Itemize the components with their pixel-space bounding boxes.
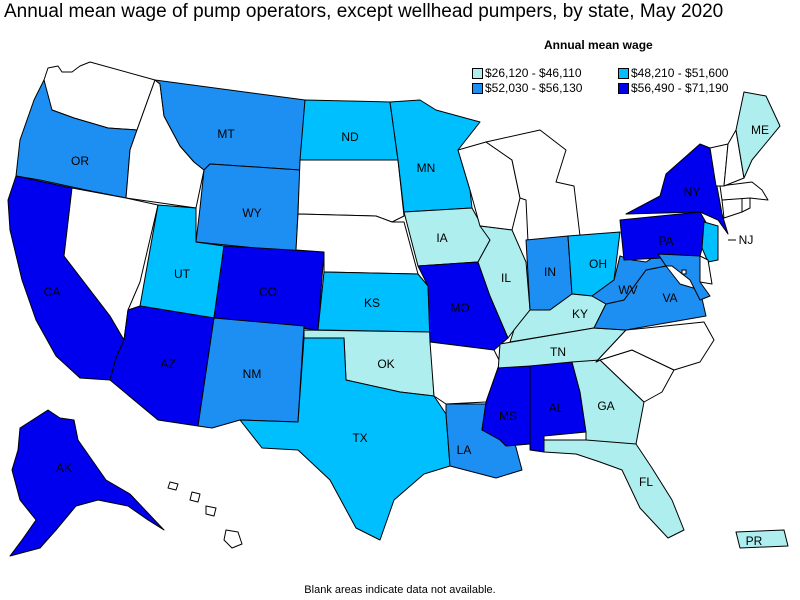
legend-label: $26,120 - $46,110 [485,66,582,80]
state-label-ok: OK [377,357,394,371]
state-maine[interactable] [735,91,781,179]
state-label-nj: NJ [739,233,754,247]
state-rhode-island[interactable] [741,197,751,213]
state-label-pr: PR [746,534,763,548]
legend-label: $48,210 - $51,600 [631,66,729,80]
state-label-tx: TX [352,431,367,445]
footnote: Blank areas indicate data not available. [304,584,496,596]
state-hawaii[interactable] [223,529,243,549]
state-west-virginia[interactable] [591,253,667,305]
state-label-mo: MO [450,301,469,315]
state-label-al: AL [549,401,564,415]
state-label-tn: TN [550,345,566,359]
state-label-ks: KS [364,296,380,310]
state-label-la: LA [457,443,472,457]
map-title: Annual mean wage of pump operators, exce… [4,1,724,22]
legend-item-bin-4: $56,490 - $71,190 [618,81,728,95]
state-label-mt: MT [217,127,235,141]
state-label-pa: PA [658,234,673,248]
state-label-az: AZ [160,357,175,371]
state-illinois[interactable] [477,225,531,339]
state-texas[interactable] [239,337,451,541]
state-label-il: IL [501,271,511,285]
state-label-co: CO [259,285,277,299]
legend-swatch [618,68,629,79]
state-connecticut[interactable] [721,197,743,219]
state-label-ny: NY [684,185,701,199]
state-label-ky: KY [572,307,588,321]
state-puerto-rico[interactable] [735,529,789,549]
legend-item-bin-3: $52,030 - $56,130 [472,81,582,95]
state-label-ca: CA [44,285,61,299]
state-massachusetts[interactable] [719,181,769,201]
state-south-dakota[interactable] [297,159,405,223]
state-district-of-columbia[interactable] [681,269,687,275]
state-label-in: IN [544,265,556,279]
state-label-ut: UT [174,267,191,281]
legend-swatch [618,83,629,94]
state-alaska[interactable] [9,409,165,557]
state-label-nd: ND [341,130,359,144]
state-label-ms: MS [499,409,517,423]
state-label-or: OR [71,154,89,168]
state-label-me: ME [751,123,769,137]
state-label-wy: WY [242,206,261,220]
legend-item-bin-1: $26,120 - $46,110 [472,66,582,80]
state-label-ak: AK [56,461,72,475]
state-label-ga: GA [597,399,614,413]
legend-swatch [472,83,483,94]
legend-swatch [472,68,483,79]
legend-title: Annual mean wage [544,38,653,52]
legend-label: $56,490 - $71,190 [631,81,729,95]
state-maryland[interactable] [657,253,711,301]
legend-item-bin-2: $48,210 - $51,600 [618,66,728,80]
state-new-jersey[interactable] [701,221,719,263]
state-florida[interactable] [543,439,685,539]
state-label-wv: WV [618,283,637,297]
state-hawaii-island-3[interactable] [205,505,217,517]
state-label-fl: FL [639,475,653,489]
legend-label: $52,030 - $56,130 [485,81,583,95]
state-label-va: VA [662,291,677,305]
state-label-mn: MN [417,161,436,175]
state-label-ia: IA [436,231,447,245]
state-label-oh: OH [589,257,607,271]
state-hawaii-island-2[interactable] [189,491,201,503]
state-north-carolina[interactable] [595,321,715,371]
state-label-nm: NM [243,367,262,381]
state-hawaii-island-4[interactable] [167,481,179,491]
